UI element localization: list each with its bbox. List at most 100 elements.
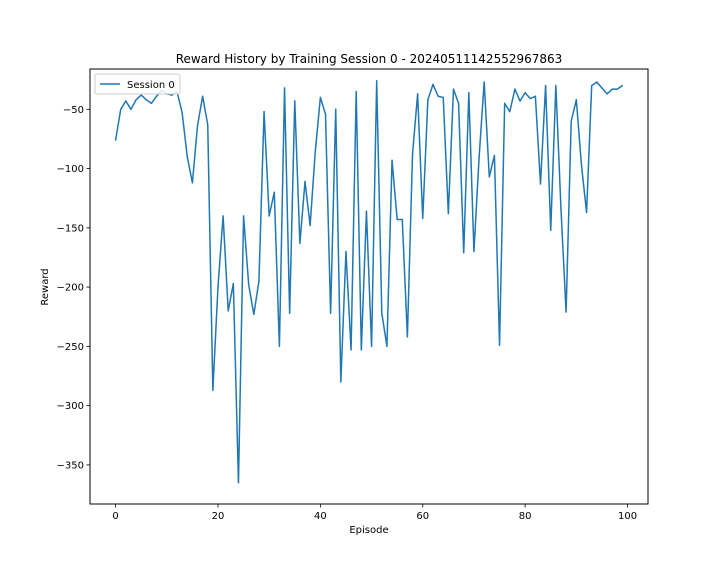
- data-point: [432, 83, 434, 86]
- data-point: [422, 217, 424, 220]
- data-point: [560, 208, 562, 210]
- y-tick-label: −50: [63, 105, 84, 116]
- x-tick-label: 20: [212, 511, 225, 522]
- data-point: [539, 183, 542, 185]
- data-point: [442, 96, 444, 99]
- data-point: [130, 108, 132, 111]
- data-point: [268, 215, 270, 217]
- y-tick-label: −350: [57, 460, 84, 471]
- data-point: [514, 88, 516, 90]
- series-layer: [114, 80, 624, 484]
- data-point: [575, 99, 578, 101]
- data-point: [565, 311, 567, 313]
- data-point: [242, 215, 245, 217]
- legend-box: [94, 73, 181, 95]
- data-point: [191, 182, 194, 184]
- data-point: [401, 218, 403, 221]
- data-point: [340, 381, 342, 383]
- data-point: [283, 87, 286, 89]
- data-point: [288, 312, 291, 314]
- data-point: [212, 389, 214, 391]
- data-point: [503, 102, 506, 105]
- data-point: [227, 310, 229, 312]
- data-point: [278, 345, 281, 348]
- data-point: [365, 210, 368, 212]
- data-point: [585, 211, 588, 214]
- data-point: [544, 84, 547, 87]
- data-point: [519, 100, 521, 102]
- x-tick-label: 0: [112, 511, 118, 522]
- data-point: [186, 156, 188, 158]
- data-point: [381, 312, 383, 314]
- data-point: [171, 94, 173, 96]
- data-point: [529, 97, 531, 100]
- data-point: [590, 84, 593, 87]
- chart-title: Reward History by Training Session 0 - 2…: [176, 52, 563, 66]
- data-point: [196, 125, 199, 127]
- data-point: [452, 88, 455, 90]
- data-point: [478, 157, 480, 159]
- data-point: [550, 229, 552, 231]
- data-point: [370, 345, 373, 348]
- data-point: [534, 95, 537, 97]
- legend-label-session-0: Session 0: [127, 80, 175, 91]
- data-point: [416, 93, 419, 95]
- data-point: [299, 242, 301, 244]
- data-point: [232, 282, 235, 285]
- data-point: [145, 99, 148, 101]
- data-point: [488, 176, 490, 178]
- data-point: [155, 95, 158, 97]
- data-point: [555, 84, 557, 87]
- data-point: [596, 81, 598, 83]
- data-point: [498, 344, 501, 346]
- data-point: [375, 80, 378, 82]
- data-point: [570, 120, 572, 122]
- data-point: [345, 250, 347, 253]
- x-tick-label: 60: [416, 511, 429, 522]
- data-point: [207, 124, 209, 126]
- data-point: [248, 284, 250, 286]
- data-point: [258, 280, 260, 282]
- data-point: [314, 151, 316, 153]
- data-point: [304, 180, 306, 183]
- data-point: [217, 286, 219, 288]
- y-tick-label: −100: [57, 164, 84, 175]
- data-point: [601, 87, 603, 89]
- data-point: [463, 252, 465, 254]
- data-point: [181, 112, 183, 114]
- data-point: [386, 345, 388, 348]
- data-point: [273, 191, 275, 193]
- legend: Session 0: [94, 73, 181, 95]
- data-point: [120, 108, 122, 111]
- data-point: [611, 88, 613, 90]
- y-tick-label: −250: [57, 342, 84, 353]
- data-point: [396, 218, 398, 221]
- data-point: [355, 90, 357, 93]
- data-point: [621, 84, 624, 87]
- data-point: [483, 81, 485, 83]
- data-point: [135, 99, 137, 101]
- y-tick-label: −300: [57, 401, 84, 412]
- data-point: [335, 108, 337, 111]
- data-point: [294, 100, 296, 102]
- data-point: [237, 481, 240, 484]
- data-point: [580, 164, 583, 166]
- series-line-session-0: [114, 80, 623, 484]
- x-tick-label: 40: [314, 511, 327, 522]
- data-point: [324, 113, 327, 115]
- data-point: [457, 102, 460, 105]
- x-axis-label: Episode: [349, 525, 388, 536]
- data-point: [360, 349, 363, 351]
- data-point: [150, 102, 153, 105]
- y-tick-label: −150: [57, 223, 84, 234]
- data-point: [350, 349, 352, 351]
- data-point: [493, 154, 496, 157]
- data-point: [406, 336, 409, 338]
- data-point: [473, 250, 475, 253]
- data-point: [309, 224, 311, 227]
- x-axis-ticks: 0 20 40 60 80 100: [112, 504, 637, 522]
- data-point: [125, 100, 127, 102]
- data-point: [391, 159, 393, 161]
